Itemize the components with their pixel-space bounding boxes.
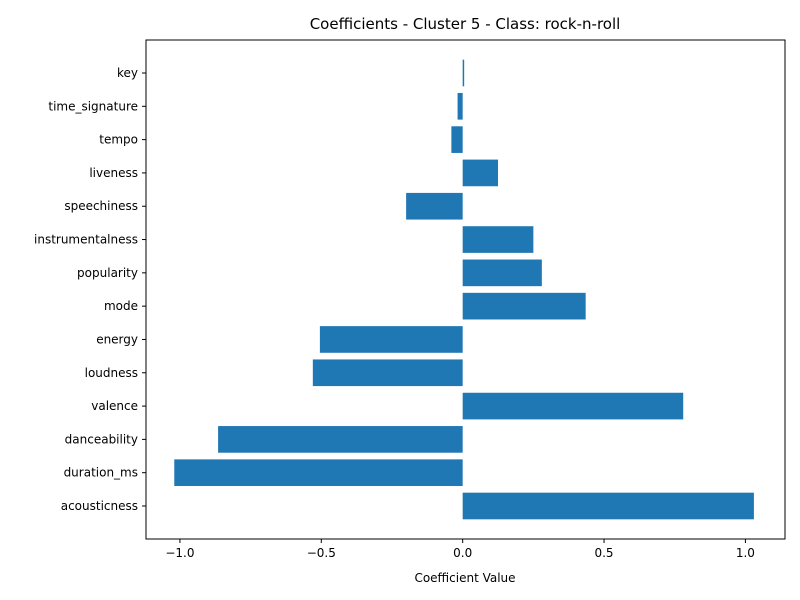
- y-tick-label: loudness: [85, 366, 138, 380]
- y-tick-label: danceability: [65, 432, 138, 446]
- bar-liveness: [462, 159, 499, 187]
- bar-mode: [462, 292, 586, 320]
- y-axis-ticks: acousticness duration_ms danceability valen…: [34, 66, 146, 513]
- bar-tempo: [451, 126, 463, 153]
- bar-speechiness: [406, 192, 463, 220]
- bar-duration_ms: [174, 459, 463, 487]
- y-tick-label: key: [117, 66, 138, 80]
- y-tick-label: time_signature: [48, 99, 138, 113]
- y-tick-label: liveness: [89, 166, 138, 180]
- bar-acousticness: [462, 492, 754, 520]
- x-tick-label: 0.0: [453, 546, 472, 560]
- y-tick-label: duration_ms: [64, 466, 138, 480]
- y-tick-label: speechiness: [64, 199, 138, 213]
- bars-group: [174, 59, 754, 520]
- bar-key: [462, 59, 465, 87]
- x-tick-label: −1.0: [165, 546, 194, 560]
- bar-popularity: [462, 259, 542, 287]
- plot-frame: [145, 39, 786, 540]
- x-tick-label: −0.5: [307, 546, 336, 560]
- bar-valence: [462, 392, 684, 420]
- bar-danceability: [218, 426, 463, 453]
- bar-loudness: [312, 359, 463, 387]
- y-tick-label: tempo: [99, 133, 138, 147]
- bar-energy: [319, 326, 463, 353]
- chart-title: Coefficients - Cluster 5 - Class: rock-n…: [310, 15, 621, 33]
- x-tick-label: 1.0: [736, 546, 755, 560]
- y-tick-label: instrumentalness: [34, 233, 138, 247]
- y-tick-label: energy: [96, 332, 138, 346]
- bar-time_signature: [457, 92, 463, 120]
- bar-instrumentalness: [462, 226, 534, 253]
- x-tick-label: 0.5: [594, 546, 613, 560]
- x-axis-ticks: −1.0 −0.5 0.0 0.5 1.0: [165, 539, 755, 560]
- x-axis-label: Coefficient Value: [414, 571, 515, 585]
- y-tick-label: mode: [104, 299, 138, 313]
- y-tick-label: popularity: [77, 266, 138, 280]
- y-tick-label: acousticness: [61, 499, 138, 513]
- y-tick-label: valence: [91, 399, 138, 413]
